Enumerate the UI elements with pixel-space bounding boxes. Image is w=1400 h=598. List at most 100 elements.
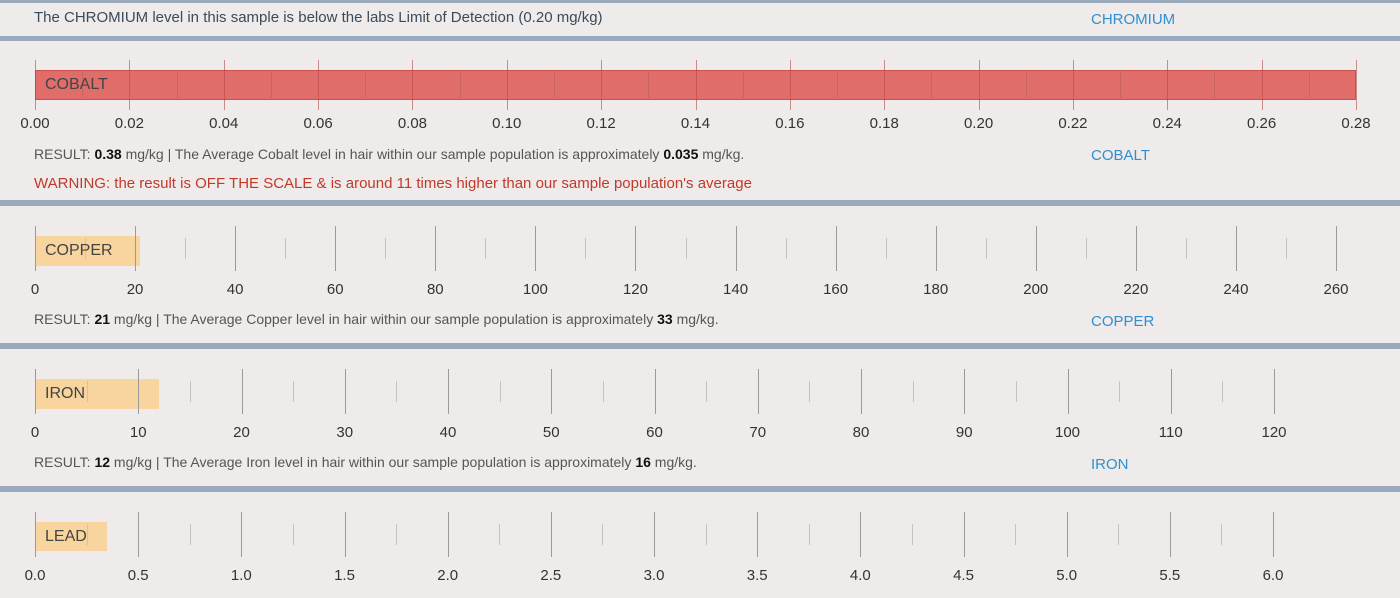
cobalt-major-tick — [507, 60, 508, 110]
iron-category-label: IRON — [45, 385, 85, 402]
lead-minor-tick — [190, 524, 191, 545]
iron-minor-tick — [500, 381, 501, 402]
cobalt-major-tick — [696, 60, 697, 110]
lead-minor-tick — [396, 524, 397, 545]
iron-tick-label: 20 — [233, 424, 250, 441]
copper-average-value: 33 — [657, 311, 673, 327]
cobalt-minor-tick — [837, 72, 838, 98]
lead-tick-label: 1.5 — [334, 567, 355, 584]
copper-tick-label: 80 — [426, 281, 444, 298]
cobalt-tick-label: 0.28 — [1341, 115, 1371, 132]
cobalt-result-mid: mg/kg | The Average Cobalt level in hair… — [125, 146, 660, 162]
copper-tick-label: 260 — [1323, 281, 1349, 298]
copper-tick-label: 60 — [326, 281, 344, 298]
iron-minor-tick — [706, 381, 707, 402]
chromium-link[interactable]: CHROMIUM — [1091, 11, 1176, 28]
copper-link[interactable]: COPPER — [1091, 313, 1155, 330]
copper-minor-tick — [1086, 238, 1087, 259]
cobalt-tick-label: 0.10 — [492, 115, 522, 132]
cobalt-result-value: 0.38 — [94, 146, 122, 162]
iron-tick-label: 90 — [955, 424, 973, 441]
copper-result-mid: mg/kg | The Average Copper level in hair… — [113, 311, 654, 327]
iron-result-suffix: mg/kg. — [654, 454, 697, 470]
cobalt-major-tick — [224, 60, 225, 110]
lead-minor-tick — [1015, 524, 1016, 545]
iron-average-value: 16 — [635, 454, 651, 470]
separator-chromium-cobalt — [0, 36, 1400, 41]
cobalt-warning: WARNING: the result is OFF THE SCALE & i… — [34, 175, 752, 192]
cobalt-major-tick — [979, 60, 980, 110]
cobalt-minor-tick — [1120, 72, 1121, 98]
lead-minor-tick — [293, 524, 294, 545]
cobalt-minor-tick — [271, 72, 272, 98]
copper-major-tick — [1136, 226, 1137, 271]
cobalt-tick-label: 0.22 — [1058, 115, 1088, 132]
iron-tick-label: 0 — [30, 424, 40, 441]
cobalt-bar — [35, 70, 1356, 100]
copper-minor-tick — [686, 238, 687, 259]
iron-minor-tick — [809, 381, 810, 402]
lead-major-tick — [757, 512, 758, 557]
cobalt-result-prefix: RESULT: — [34, 146, 91, 162]
cobalt-tick-label: 0.16 — [775, 115, 805, 132]
copper-tick-label: 220 — [1123, 281, 1149, 298]
cobalt-major-tick — [1167, 60, 1168, 110]
copper-tick-label: 240 — [1223, 281, 1249, 298]
iron-minor-tick — [87, 381, 88, 402]
copper-major-tick — [1236, 226, 1237, 271]
lead-minor-tick — [499, 524, 500, 545]
cobalt-minor-tick — [365, 72, 366, 98]
iron-tick-label: 120 — [1261, 424, 1287, 441]
separator-iron-lead — [0, 486, 1400, 492]
iron-minor-tick — [603, 381, 604, 402]
copper-minor-tick — [1186, 238, 1187, 259]
copper-result-text: RESULT: 21 mg/kg | The Average Copper le… — [34, 311, 719, 327]
lead-tick-label: 3.5 — [746, 567, 768, 584]
copper-minor-tick — [385, 238, 386, 259]
cobalt-tick-label: 0.12 — [586, 115, 616, 132]
iron-tick-label: 110 — [1158, 424, 1183, 441]
lead-minor-tick — [912, 524, 913, 545]
copper-minor-tick — [85, 238, 86, 259]
lead-tick-label: 3.0 — [643, 567, 665, 584]
cobalt-major-tick — [412, 60, 413, 110]
copper-major-tick — [435, 226, 436, 271]
copper-major-tick — [1336, 226, 1337, 271]
cobalt-major-tick — [318, 60, 319, 110]
iron-minor-tick — [1119, 381, 1120, 402]
lead-tick-label: 5.0 — [1056, 567, 1078, 584]
copper-result-value: 21 — [94, 311, 111, 327]
copper-tick-label: 0 — [30, 281, 40, 298]
copper-minor-tick — [986, 238, 987, 259]
iron-minor-tick — [1222, 381, 1223, 402]
copper-major-tick — [235, 226, 236, 271]
copper-tick-label: 100 — [522, 281, 548, 298]
lead-major-tick — [964, 512, 965, 557]
cobalt-minor-tick — [931, 72, 932, 98]
cobalt-link[interactable]: COBALT — [1091, 147, 1150, 164]
copper-bar — [35, 236, 141, 266]
lead-major-tick — [138, 512, 139, 557]
cobalt-result-suffix: mg/kg. — [702, 146, 745, 162]
iron-major-tick — [861, 369, 862, 414]
lead-minor-tick — [602, 524, 603, 545]
cobalt-result-text: RESULT: 0.38 mg/kg | The Average Cobalt … — [34, 146, 744, 162]
lead-tick-label: 0.0 — [24, 567, 46, 584]
cobalt-tick-label: 0.02 — [114, 115, 144, 132]
lead-major-tick — [241, 512, 242, 557]
copper-minor-tick — [786, 238, 787, 259]
lead-major-tick — [345, 512, 346, 557]
copper-tick-label: 180 — [923, 281, 949, 298]
cobalt-minor-tick — [82, 72, 83, 98]
iron-result-prefix: RESULT: — [34, 454, 91, 470]
lead-tick-label: 2.5 — [540, 567, 562, 584]
iron-major-tick — [758, 369, 759, 414]
lead-tick-label: 5.5 — [1159, 567, 1181, 584]
iron-link[interactable]: IRON — [1091, 456, 1129, 473]
iron-minor-tick — [293, 381, 294, 402]
cobalt-minor-tick — [648, 72, 649, 98]
iron-tick-label: 10 — [129, 424, 147, 441]
lead-tick-label: 1.0 — [230, 567, 252, 584]
cobalt-major-tick — [884, 60, 885, 110]
iron-major-tick — [1068, 369, 1069, 414]
